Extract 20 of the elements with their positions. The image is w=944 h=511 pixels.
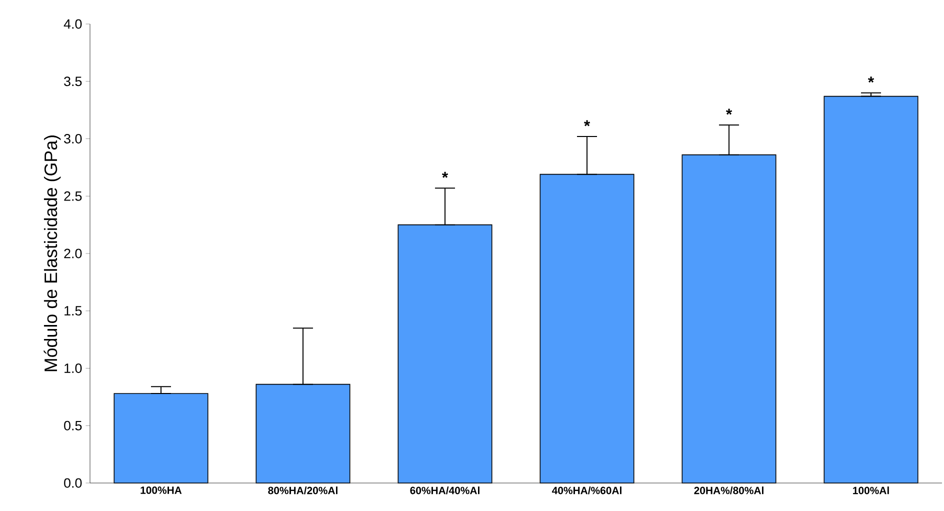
- y-tick-label: 2.0: [64, 248, 82, 258]
- x-tick-label: 100%Al: [853, 486, 889, 494]
- y-tick-label: 4.0: [64, 19, 82, 29]
- x-tick-label: 40%HA/%60Al: [552, 486, 622, 494]
- x-tick-label: 20HA%/80%Al: [694, 486, 764, 494]
- annotation: *: [584, 120, 590, 126]
- annotation: *: [442, 172, 448, 178]
- y-tick-label: 2.5: [64, 191, 82, 201]
- x-tick-label: 60%HA/40%Al: [410, 486, 480, 494]
- y-tick-label: 3.5: [64, 76, 82, 86]
- y-axis-title: Módulo de Elasticidade (GPa): [44, 136, 61, 372]
- y-tick-label: 0.5: [64, 420, 82, 430]
- x-tick-label: 80%HA/20%Al: [268, 486, 338, 494]
- x-tick-label: 100%HA: [140, 486, 182, 494]
- annotation: *: [868, 76, 874, 83]
- y-tick-label: 1.5: [64, 306, 82, 316]
- y-tick-label: 1.0: [64, 363, 82, 374]
- y-tick-label: 0.0: [64, 478, 82, 488]
- y-tick-label: 3.0: [64, 134, 82, 144]
- annotation: *: [726, 108, 732, 115]
